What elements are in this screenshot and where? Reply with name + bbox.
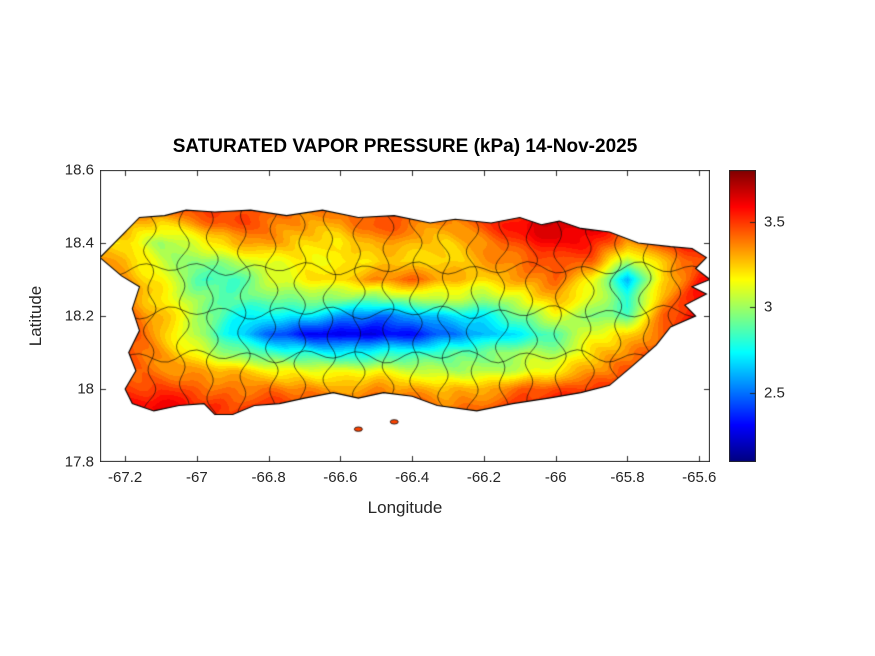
x-tick-label: -66.8 [251,469,286,486]
map-canvas [100,170,710,462]
colorbar-tick-label: 2.5 [764,384,785,402]
x-tick-label: -66 [544,469,567,486]
x-tick-label: -66.4 [395,469,430,486]
x-tick-label: -67 [186,469,208,486]
colorbar [729,170,756,462]
y-tick-label: 17.8 [64,453,94,471]
x-tick-label: -65.8 [610,469,645,486]
x-tick-label: -66.6 [323,469,358,486]
colorbar-tick-label: 3.5 [764,213,785,231]
plot-title: SATURATED VAPOR PRESSURE (kPa) 14-Nov-20… [172,136,638,157]
colorbar-tick-label: 3 [764,298,773,316]
x-tick-label: -67.2 [108,469,143,486]
colorbar-canvas [729,170,756,462]
y-tick-label: 18.6 [64,161,94,179]
x-axis-label: Longitude [367,498,443,517]
y-tick-label: 18.4 [64,234,94,252]
x-tick-label: -65.6 [682,469,717,486]
plot-area [100,170,710,462]
y-axis-label: Latitude [26,285,45,347]
y-tick-label: 18.2 [64,307,94,325]
x-tick-label: -66.2 [466,469,502,486]
y-tick-label: 18 [77,380,94,398]
